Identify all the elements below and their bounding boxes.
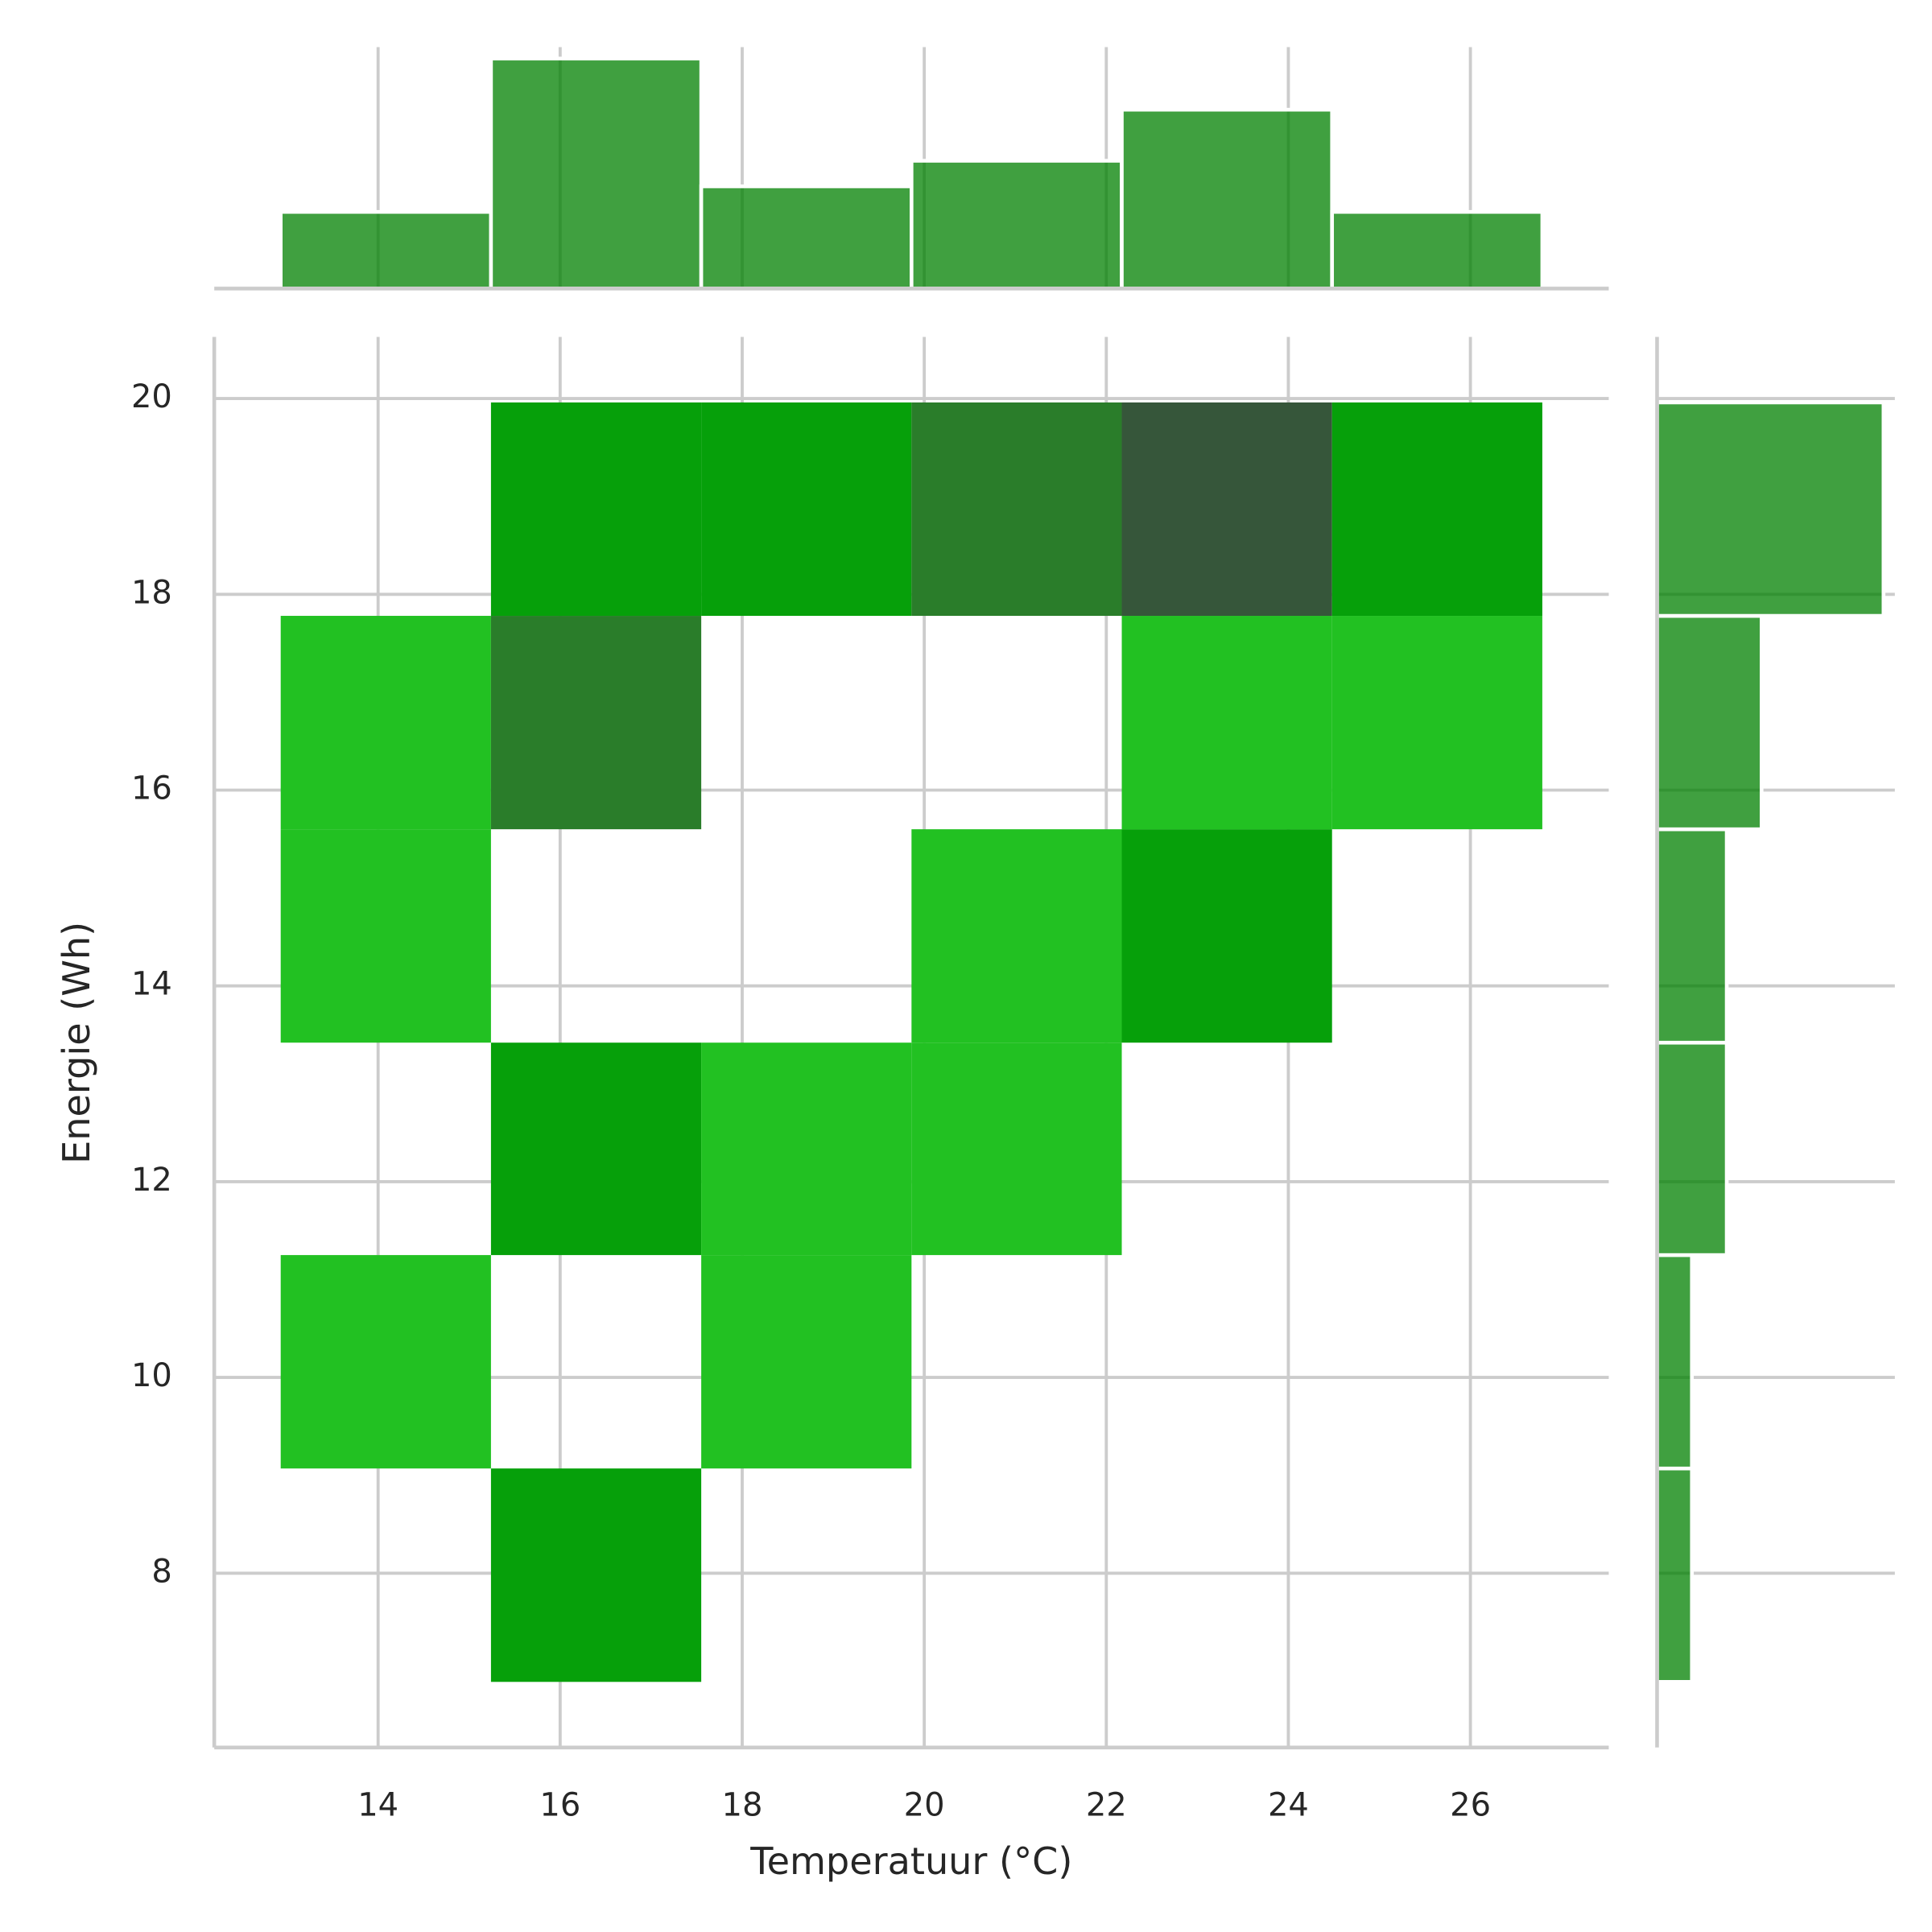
heat-cell <box>701 402 912 617</box>
marginal-bar <box>1120 107 1335 291</box>
y-tick-label: 12 <box>131 1162 172 1199</box>
y-axis-label: Energie (Wh) <box>55 922 98 1164</box>
x-tick-label: 24 <box>1268 1787 1309 1824</box>
marginal-bar <box>279 209 493 291</box>
heat-cell <box>1121 829 1332 1043</box>
marginal-bar <box>1655 613 1764 832</box>
marginal-bar <box>1655 1466 1695 1684</box>
marginal-bar <box>1655 827 1729 1045</box>
heat-cell <box>701 1255 912 1469</box>
heat-cell <box>490 616 702 830</box>
y-tick-label: 18 <box>131 574 172 611</box>
x-tick-label: 26 <box>1450 1787 1491 1824</box>
heat-cell <box>490 1042 702 1256</box>
x-tick-label: 22 <box>1086 1787 1127 1824</box>
heat-cell <box>701 1042 912 1256</box>
heat-cell <box>1331 402 1542 617</box>
y-tick-label: 20 <box>131 378 172 415</box>
marginal-bar <box>1655 1040 1729 1257</box>
heat-cell <box>911 402 1122 617</box>
heat-cell <box>490 1468 702 1682</box>
heat-cell <box>1121 402 1332 617</box>
y-tick-label: 8 <box>151 1553 171 1590</box>
marginal-bar <box>1330 209 1545 291</box>
heat-cell <box>490 402 702 617</box>
x-tick-label: 18 <box>722 1787 763 1824</box>
heat-cell <box>911 829 1122 1043</box>
heat-cell <box>1331 616 1542 830</box>
y-tick-label: 10 <box>131 1357 172 1394</box>
heat-cell <box>911 1042 1122 1256</box>
marginal-bar <box>699 184 914 291</box>
heat-cell <box>280 829 491 1043</box>
marginal-bar <box>1655 400 1886 618</box>
heat-cell <box>280 616 491 830</box>
marginal-bar <box>910 159 1124 291</box>
marginal-bar <box>1655 1253 1695 1471</box>
heat-cell <box>280 1255 491 1469</box>
marginal-bar <box>489 56 704 291</box>
x-tick-label: 20 <box>904 1787 945 1824</box>
y-tick-label: 14 <box>131 966 172 1003</box>
y-tick-label: 16 <box>131 770 172 807</box>
x-axis-label: Temperatuur (°C) <box>749 1839 1072 1883</box>
x-tick-label: 14 <box>357 1787 398 1824</box>
x-tick-label: 16 <box>539 1787 580 1824</box>
heat-cell <box>1121 616 1332 830</box>
